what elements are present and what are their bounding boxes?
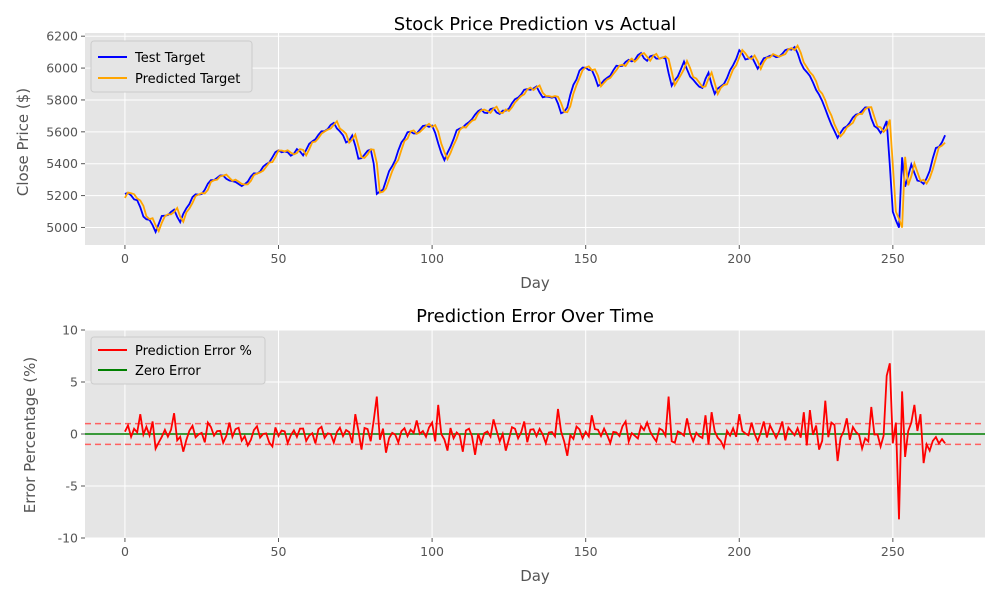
price-ticks: 0 50 100 150 200 250 5000 5200 5400 5600 5800 6000 6… (46, 29, 905, 266)
price-xtick-label: 0 (121, 251, 129, 266)
error-series (85, 363, 985, 520)
price-legend-box (90, 40, 253, 93)
error-ytick-label: 5 (70, 375, 78, 390)
price-xtick-label: 250 (881, 251, 905, 266)
error-xtick-label: 50 (271, 544, 287, 559)
legend-label-predicted-target: Predicted Target (135, 72, 240, 87)
price-legend: Test Target Predicted Target (90, 40, 253, 93)
price-xtick-label: 150 (574, 251, 598, 266)
price-xtick-label: 200 (727, 251, 751, 266)
price-chart-title: Stock Price Prediction vs Actual (394, 14, 676, 35)
error-ytick-label: 10 (62, 323, 78, 338)
error-ticks: 0 50 100 150 200 250 -10 -5 0 5 10 (58, 323, 905, 560)
predicted-target-line (124, 43, 946, 234)
prediction-error-line (124, 363, 946, 520)
error-xtick-label: 200 (727, 544, 751, 559)
error-ytick-label: -10 (58, 531, 78, 546)
price-ytick-label: 5600 (46, 124, 78, 139)
price-chart: 0 50 100 150 200 250 5000 5200 5400 5600 5800 6000 6… (14, 14, 985, 292)
test-target-line (124, 45, 946, 235)
error-xtick-label: 150 (574, 544, 598, 559)
error-chart-title: Prediction Error Over Time (416, 306, 654, 327)
price-x-axis-label: Day (520, 274, 550, 292)
error-ytick-label: 0 (70, 427, 78, 442)
price-ytick-label: 6000 (46, 61, 78, 76)
price-y-axis-label: Close Price ($) (14, 88, 32, 196)
error-x-axis-label: Day (520, 567, 550, 585)
price-xtick-label: 100 (420, 251, 444, 266)
error-chart: 0 50 100 150 200 250 -10 -5 0 5 10 Prediction Erro… (21, 306, 985, 585)
error-xtick-label: 0 (121, 544, 129, 559)
error-xtick-label: 250 (881, 544, 905, 559)
error-xtick-label: 100 (420, 544, 444, 559)
legend-label-test-target: Test Target (134, 51, 205, 66)
price-ytick-label: 5000 (46, 220, 78, 235)
error-y-axis-label: Error Percentage (%) (21, 357, 39, 513)
price-ytick-label: 5800 (46, 92, 78, 107)
price-ytick-label: 5200 (46, 188, 78, 203)
legend-label-prediction-error: Prediction Error % (135, 344, 252, 359)
legend-label-zero-error: Zero Error (135, 364, 201, 379)
price-series (124, 43, 946, 235)
price-ytick-label: 6200 (46, 29, 78, 44)
price-ytick-label: 5400 (46, 156, 78, 171)
error-legend: Prediction Error % Zero Error (90, 336, 266, 385)
error-legend-box (90, 336, 266, 385)
price-xtick-label: 50 (271, 251, 287, 266)
error-ytick-label: -5 (66, 479, 78, 494)
